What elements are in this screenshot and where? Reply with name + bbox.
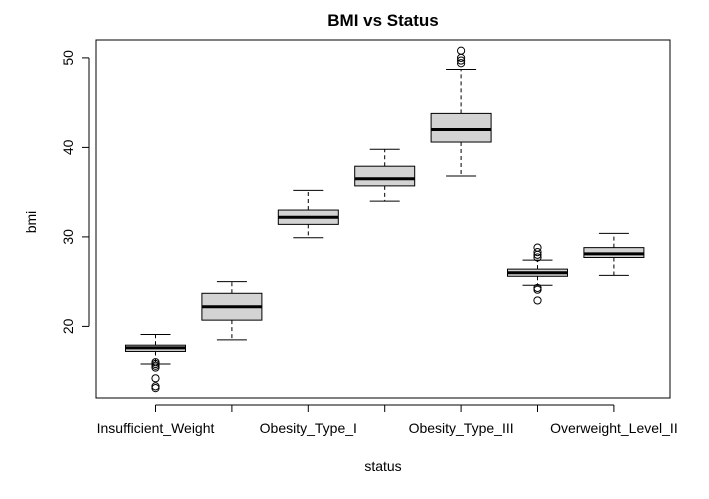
outlier-point: [457, 56, 466, 65]
y-tick-label: 30: [60, 229, 76, 245]
box: [354, 165, 416, 187]
box: [430, 112, 492, 143]
y-axis-label: bmi: [23, 211, 39, 234]
plot-layer: 20 30 40 50 Insufficient_Weight Obesity_Type_…: [60, 39, 678, 436]
outlier-point: [151, 358, 160, 367]
outlier-point: [457, 59, 466, 68]
y-tick-label: 20: [60, 318, 76, 334]
chart-title: BMI vs Status: [327, 11, 438, 30]
x-tick-label: Overweight_Level_II: [550, 420, 678, 436]
outlier-point: [533, 253, 542, 262]
outlier-point: [533, 285, 542, 294]
y-tick-label: 50: [60, 50, 76, 66]
outlier-point: [533, 296, 542, 305]
x-tick-label: Obesity_Type_III: [409, 420, 514, 436]
outlier-point: [533, 250, 542, 259]
x-tick-label: Insufficient_Weight: [97, 420, 215, 436]
outlier-point: [457, 46, 466, 55]
y-tick-label: 40: [60, 139, 76, 155]
outlier-point: [533, 248, 542, 257]
outlier-point: [151, 382, 160, 391]
plot-frame: [95, 39, 671, 399]
outlier-point: [151, 384, 160, 393]
x-axis-label: status: [364, 458, 401, 474]
outlier-point: [151, 374, 160, 383]
x-tick-label: Obesity_Type_I: [260, 420, 357, 436]
